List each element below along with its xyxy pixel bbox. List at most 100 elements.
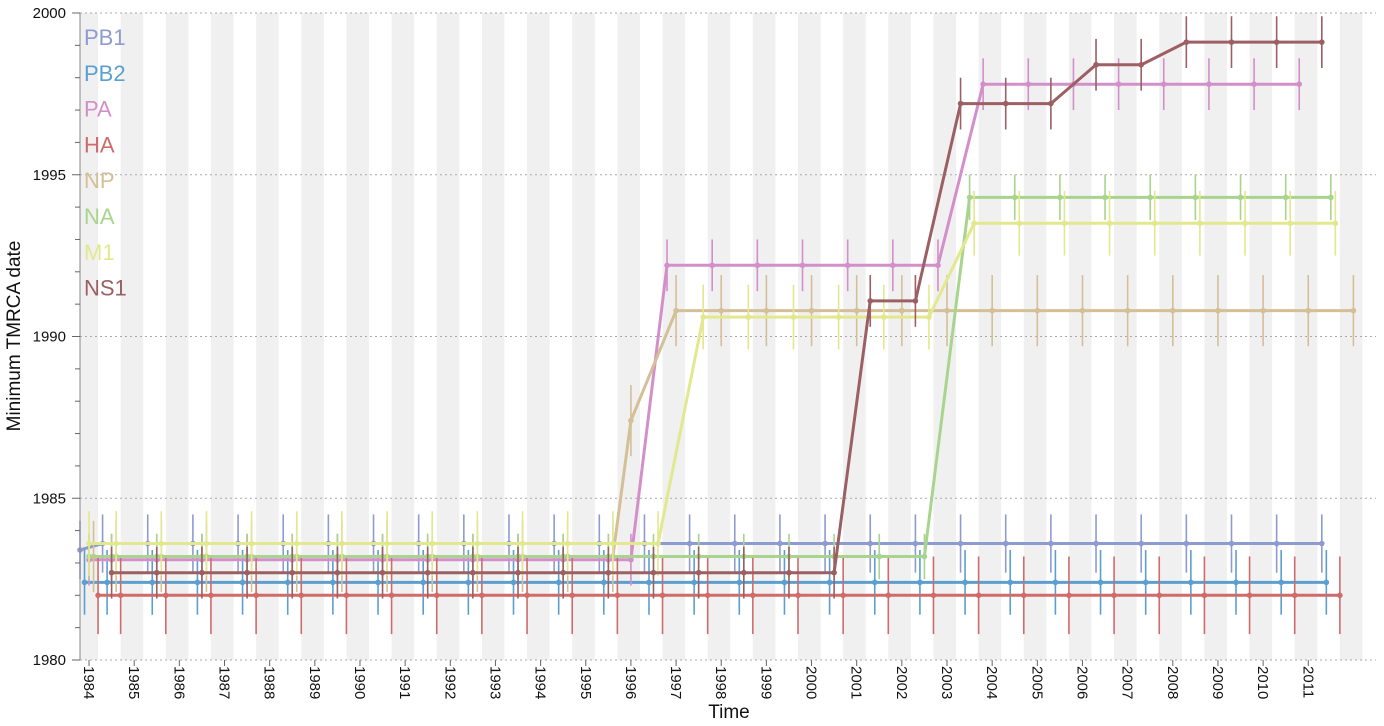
data-point	[957, 540, 964, 547]
data-point	[966, 194, 973, 201]
data-point	[921, 553, 928, 560]
horizontal-gridlines	[80, 12, 1376, 661]
data-point	[664, 262, 670, 269]
series-ha	[95, 556, 1343, 635]
x-tick-label: 1994	[532, 666, 549, 699]
x-tick-label: 1986	[170, 666, 187, 699]
data-point	[293, 540, 300, 547]
x-tick-label: 1995	[577, 666, 594, 699]
data-point	[104, 579, 110, 586]
data-point	[1183, 540, 1190, 547]
data-point	[334, 569, 341, 576]
data-point	[876, 553, 883, 560]
y-tick-label: 1980	[33, 652, 66, 669]
data-point	[284, 579, 291, 586]
data-point	[81, 579, 88, 586]
x-tick-label: 1984	[80, 666, 97, 699]
data-point	[1007, 579, 1014, 586]
band-1999	[752, 13, 776, 660]
data-point	[1273, 39, 1280, 45]
data-point	[1066, 592, 1072, 599]
data-point	[1319, 540, 1325, 547]
data-point	[844, 262, 851, 269]
data-point	[1188, 579, 1194, 586]
legend-entry-m1: M1	[84, 240, 115, 265]
x-tick-label: 1992	[441, 666, 458, 699]
x-tick-label: 1989	[306, 666, 323, 699]
data-point	[1350, 307, 1357, 314]
data-point	[1106, 220, 1113, 227]
data-point	[957, 100, 964, 107]
data-point	[781, 579, 788, 586]
band-1991	[391, 13, 415, 660]
data-point	[890, 262, 896, 269]
data-point	[926, 314, 932, 320]
band-1992	[436, 13, 460, 660]
data-point	[867, 298, 874, 304]
data-point	[289, 569, 296, 576]
data-point	[1057, 194, 1063, 201]
legend-entry-ns1: NS1	[84, 276, 127, 301]
data-point	[980, 81, 986, 87]
legend-entry-pb1: PB1	[84, 25, 126, 50]
y-axis-title: Minimum TMRCA date	[4, 241, 25, 432]
data-point	[199, 569, 205, 576]
data-point	[1237, 194, 1244, 201]
data-point	[975, 592, 982, 599]
data-point	[691, 579, 697, 586]
x-tick-label: 2008	[1164, 666, 1181, 699]
data-point	[799, 262, 806, 269]
x-tick-label: 2011	[1299, 666, 1316, 698]
series-ns1	[108, 16, 1325, 599]
data-point	[826, 579, 833, 586]
data-point	[433, 592, 440, 599]
x-tick-label: 2005	[1028, 666, 1045, 699]
band-1995	[572, 13, 595, 660]
band-1996	[617, 13, 640, 660]
data-point	[605, 569, 612, 576]
data-point	[1079, 307, 1086, 314]
data-point	[763, 307, 770, 314]
band-1990	[346, 13, 370, 660]
data-point	[673, 307, 679, 314]
data-point	[203, 540, 210, 547]
data-point	[1228, 540, 1235, 547]
data-point	[731, 540, 738, 547]
data-point	[1242, 220, 1248, 227]
x-tick-label: 2007	[1119, 666, 1136, 699]
x-tick-label: 2001	[848, 666, 865, 699]
data-point	[375, 579, 381, 586]
data-point	[1124, 307, 1131, 314]
data-point	[1002, 540, 1009, 547]
data-point	[1011, 194, 1018, 201]
data-point	[384, 540, 390, 547]
data-point	[628, 556, 634, 563]
data-point	[1102, 194, 1108, 201]
x-tick-label: 1997	[667, 666, 684, 699]
data-point	[113, 540, 119, 547]
data-point	[420, 579, 426, 586]
x-tick-label: 1998	[712, 666, 729, 699]
data-point	[479, 592, 485, 599]
data-point	[153, 569, 160, 576]
x-tick-label: 1987	[216, 666, 233, 699]
band-2000	[797, 13, 821, 660]
band-1994	[527, 13, 550, 660]
data-point	[1328, 194, 1334, 201]
data-point	[1093, 61, 1099, 68]
data-point	[646, 579, 652, 586]
data-point	[912, 540, 919, 547]
x-tick-label: 1991	[396, 666, 413, 699]
legend-entry-ha: HA	[84, 132, 115, 157]
data-point	[1282, 194, 1289, 201]
data-point	[790, 314, 797, 320]
data-point	[1228, 39, 1235, 45]
data-point	[86, 540, 92, 547]
data-point	[95, 592, 101, 599]
data-point	[379, 569, 386, 576]
legend-entry-pa: PA	[84, 97, 112, 122]
data-point	[1138, 61, 1144, 68]
data-point	[194, 579, 201, 586]
x-axis: 1984 1985 1986 1987 1988 1989 1990 1991 1992 1993…	[80, 660, 1316, 699]
data-point	[1002, 100, 1009, 107]
